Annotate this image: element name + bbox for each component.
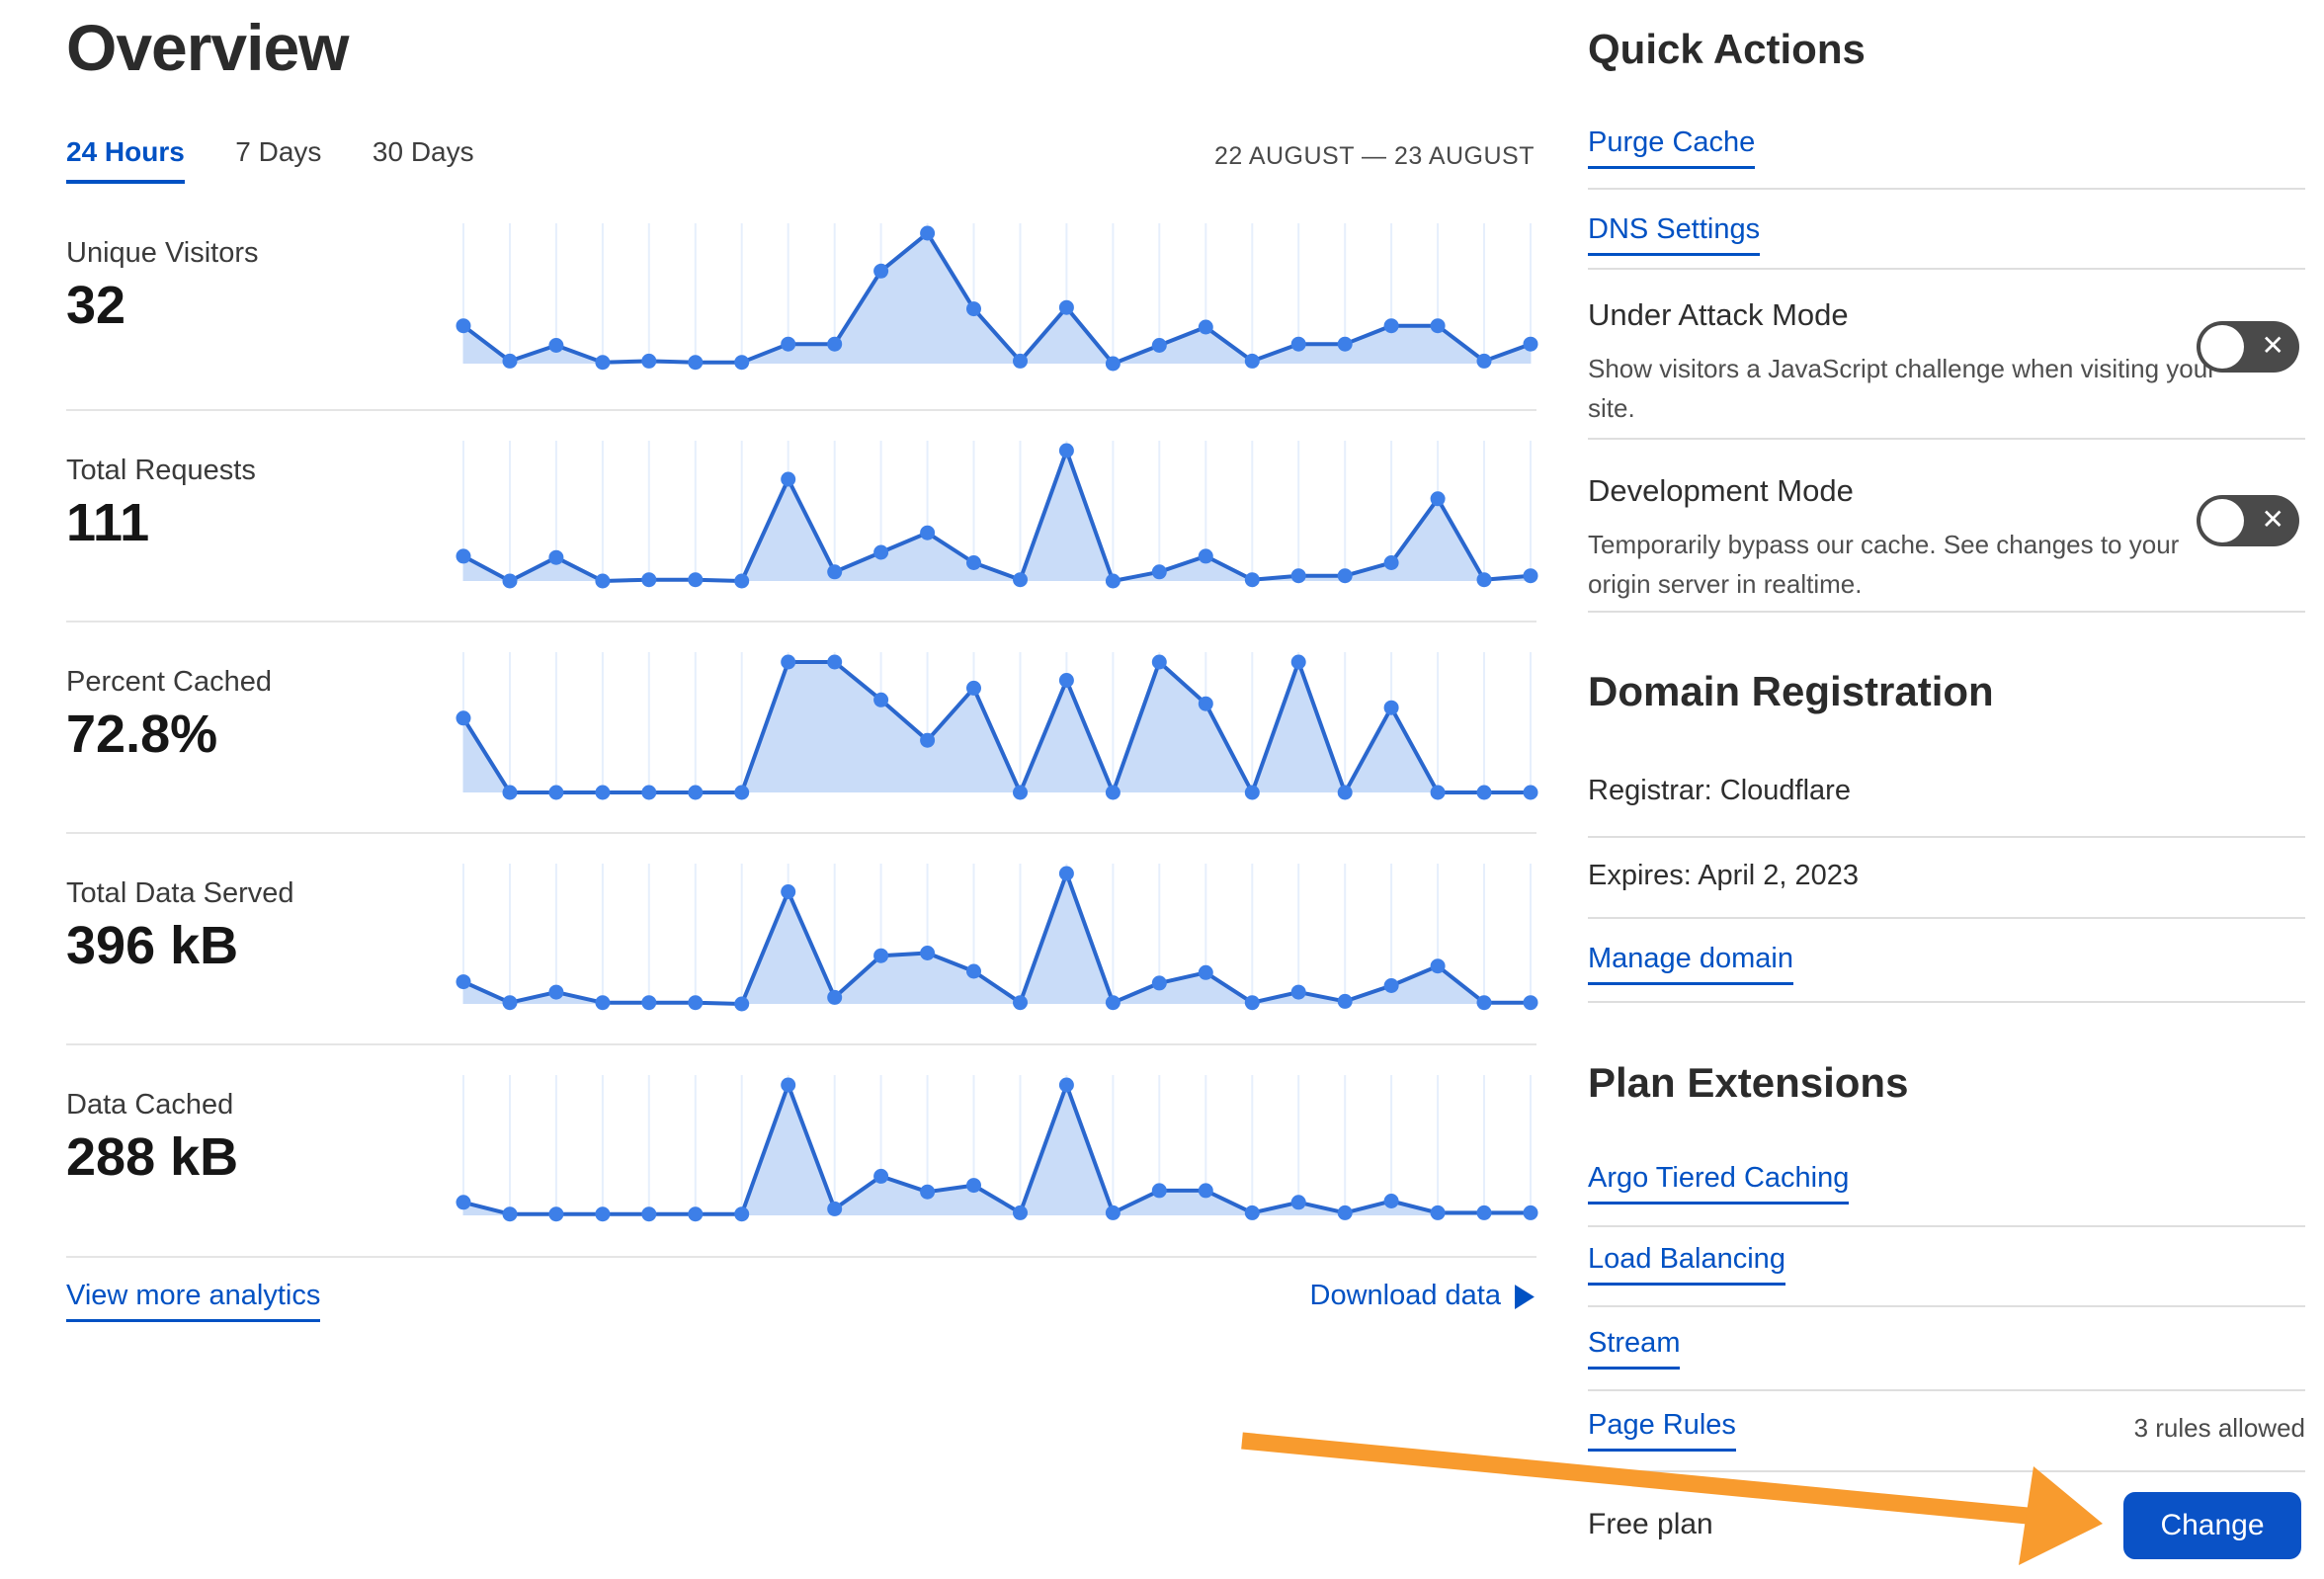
load-balancing-link[interactable]: Load Balancing	[1588, 1243, 1785, 1286]
under-attack-mode-toggle[interactable]: ✕	[2197, 321, 2299, 373]
stream-row: Stream	[1588, 1307, 2305, 1391]
metric-row-total-requests: Total Requests 111	[66, 411, 1538, 623]
registrar-row: Registrar: Cloudflare	[1588, 757, 2305, 838]
metric-value: 396 kB	[66, 916, 239, 975]
domain-registration-heading: Domain Registration	[1588, 668, 1994, 714]
metric-label: Total Requests	[66, 455, 256, 486]
page-rules-link[interactable]: Page Rules	[1588, 1409, 1736, 1452]
argo-tiered-caching-link[interactable]: Argo Tiered Caching	[1588, 1162, 1850, 1205]
metric-row-percent-cached: Percent Cached 72.8%	[66, 623, 1538, 834]
metric-value: 72.8%	[66, 705, 218, 764]
expires-row: Expires: April 2, 2023	[1588, 838, 2305, 919]
tab-30-days[interactable]: 30 Days	[372, 136, 474, 167]
development-mode-title: Development Mode	[1588, 473, 1854, 508]
manage-domain-row: Manage domain	[1588, 919, 2305, 1003]
metric-label: Data Cached	[66, 1089, 234, 1121]
unique-visitors-sparkline	[456, 223, 1538, 374]
tab-7-days[interactable]: 7 Days	[235, 136, 322, 167]
change-plan-button[interactable]: Change	[2123, 1492, 2301, 1559]
total-requests-sparkline	[456, 441, 1538, 591]
expires-value: Expires: April 2, 2023	[1588, 860, 1860, 891]
argo-tiered-caching-row: Argo Tiered Caching	[1588, 1146, 2305, 1227]
metric-row-data-cached: Data Cached 288 kB	[66, 1045, 1538, 1258]
purge-cache-row: Purge Cache	[1588, 115, 2305, 190]
analytics-panel: Overview 24 Hours 7 Days 30 Days 22 AUGU…	[66, 0, 1538, 1579]
metric-value: 32	[66, 276, 126, 335]
development-mode-toggle[interactable]: ✕	[2197, 495, 2299, 546]
triangle-right-icon: ▶	[1515, 1276, 1535, 1313]
under-attack-mode-title: Under Attack Mode	[1588, 297, 1849, 332]
percent-cached-sparkline	[456, 652, 1538, 802]
current-plan-label: Free plan	[1588, 1508, 1713, 1540]
metric-label: Unique Visitors	[66, 237, 259, 269]
registrar-value: Registrar: Cloudflare	[1588, 775, 1851, 806]
metric-label: Total Data Served	[66, 877, 294, 909]
tab-24-hours[interactable]: 24 Hours	[66, 136, 185, 184]
sidebar: Quick Actions Purge Cache DNS Settings U…	[1588, 0, 2305, 1579]
dns-settings-link[interactable]: DNS Settings	[1588, 213, 1761, 256]
metric-row-total-data-served: Total Data Served 396 kB	[66, 834, 1538, 1045]
under-attack-mode-row: Under Attack Mode Show visitors a JavaSc…	[1588, 270, 2305, 440]
download-data-link[interactable]: Download data ▶	[1309, 1276, 1535, 1313]
development-mode-description: Temporarily bypass our cache. See change…	[1588, 530, 2180, 599]
plan-row: Free plan Change	[1588, 1472, 2305, 1579]
total-data-served-sparkline	[456, 864, 1538, 1014]
page-rules-row: Page Rules 3 rules allowed	[1588, 1391, 2305, 1472]
manage-domain-link[interactable]: Manage domain	[1588, 943, 1793, 985]
data-cached-sparkline	[456, 1075, 1538, 1225]
time-range-tabs: 24 Hours 7 Days 30 Days 22 AUGUST — 23 A…	[66, 136, 1536, 192]
metric-value: 288 kB	[66, 1127, 239, 1187]
stream-link[interactable]: Stream	[1588, 1327, 1681, 1370]
view-more-analytics-link[interactable]: View more analytics	[66, 1280, 321, 1322]
page-title: Overview	[66, 11, 350, 84]
metric-value: 111	[66, 493, 150, 552]
metric-row-unique-visitors: Unique Visitors 32	[66, 194, 1538, 411]
purge-cache-link[interactable]: Purge Cache	[1588, 126, 1756, 169]
x-icon: ✕	[2261, 504, 2284, 536]
development-mode-row: Development Mode Temporarily bypass our …	[1588, 440, 2305, 613]
load-balancing-row: Load Balancing	[1588, 1227, 2305, 1307]
analytics-footer: View more analytics Download data ▶	[66, 1258, 1536, 1349]
dns-settings-row: DNS Settings	[1588, 190, 2305, 270]
quick-actions-heading: Quick Actions	[1588, 26, 1866, 72]
page-rules-allowance: 3 rules allowed	[2133, 1413, 2305, 1443]
under-attack-mode-description: Show visitors a JavaScript challenge whe…	[1588, 354, 2216, 423]
date-range-label: 22 AUGUST — 23 AUGUST	[1213, 142, 1535, 170]
plan-extensions-heading: Plan Extensions	[1588, 1059, 1909, 1106]
x-icon: ✕	[2261, 330, 2284, 362]
metric-label: Percent Cached	[66, 666, 272, 698]
toggle-knob	[2200, 325, 2244, 369]
toggle-knob	[2200, 499, 2244, 542]
